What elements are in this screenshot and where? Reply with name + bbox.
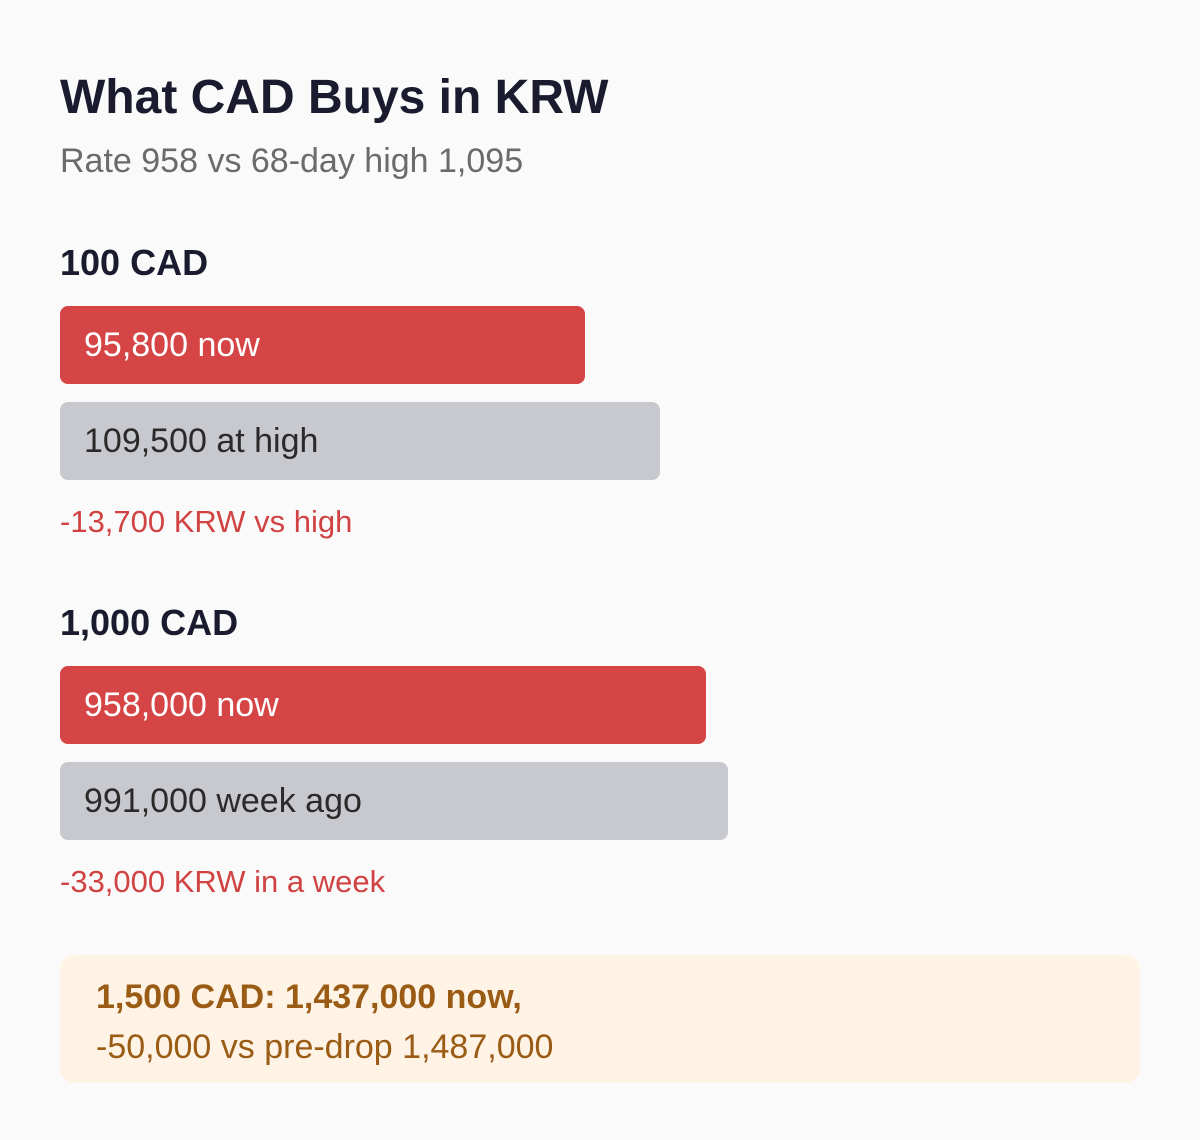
bar-label: 991,000 week ago — [84, 781, 362, 820]
bar-label: 95,800 now — [84, 325, 260, 364]
summary-callout: 1,500 CAD: 1,437,000 now, -50,000 vs pre… — [60, 955, 1140, 1083]
bar-label: 958,000 now — [84, 685, 279, 724]
bar-now: 958,000 now — [60, 666, 706, 744]
bar-week-ago: 991,000 week ago — [60, 762, 728, 840]
bar-label: 109,500 at high — [84, 421, 319, 460]
callout-detail: -50,000 vs pre-drop 1,487,000 — [96, 1028, 554, 1066]
group-label: 100 CAD — [60, 242, 209, 283]
page-title: What CAD Buys in KRW — [60, 71, 609, 124]
page-subtitle: Rate 958 vs 68-day high 1,095 — [60, 142, 524, 180]
delta-text: -13,700 KRW vs high — [60, 504, 353, 539]
callout-headline: 1,500 CAD: 1,437,000 now, — [96, 978, 522, 1016]
bar-now: 95,800 now — [60, 306, 585, 384]
group-label: 1,000 CAD — [60, 602, 239, 643]
bar-at-high: 109,500 at high — [60, 402, 660, 480]
delta-text: -33,000 KRW in a week — [60, 864, 386, 899]
